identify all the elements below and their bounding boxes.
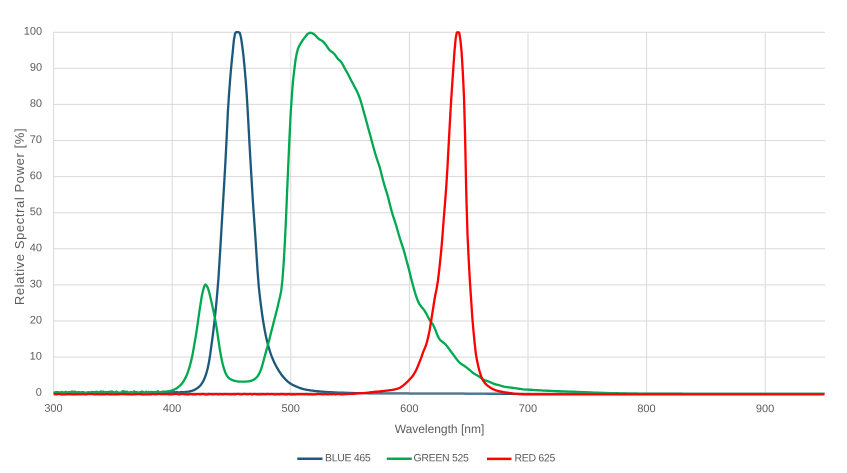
svg-text:70: 70	[30, 134, 42, 146]
svg-text:GREEN 525: GREEN 525	[413, 452, 469, 464]
svg-text:30: 30	[30, 278, 42, 290]
svg-text:800: 800	[637, 403, 655, 415]
svg-text:20: 20	[30, 314, 42, 326]
svg-text:50: 50	[30, 206, 42, 218]
svg-text:Wavelength [nm]: Wavelength [nm]	[395, 422, 485, 436]
svg-text:900: 900	[756, 403, 774, 415]
svg-text:90: 90	[30, 62, 42, 74]
svg-text:40: 40	[30, 242, 42, 254]
svg-text:Relative Spectral Power [%]: Relative Spectral Power [%]	[12, 128, 27, 305]
svg-text:60: 60	[30, 170, 42, 182]
svg-text:400: 400	[163, 403, 181, 415]
svg-text:10: 10	[30, 351, 42, 363]
svg-text:700: 700	[519, 403, 537, 415]
svg-text:300: 300	[44, 403, 62, 415]
svg-text:500: 500	[282, 403, 300, 415]
svg-text:BLUE 465: BLUE 465	[325, 452, 371, 464]
svg-text:600: 600	[400, 403, 418, 415]
svg-text:100: 100	[24, 26, 42, 38]
svg-text:80: 80	[30, 98, 42, 110]
svg-text:0: 0	[36, 387, 42, 399]
svg-text:RED 625: RED 625	[514, 452, 555, 464]
